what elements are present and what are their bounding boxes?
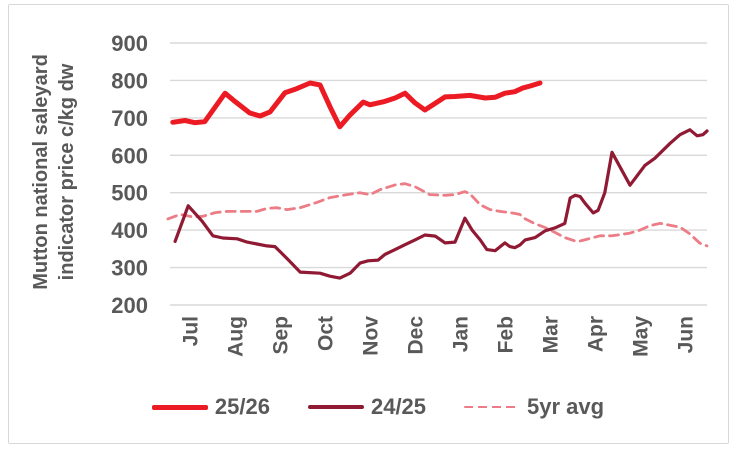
series-line-25-26[interactable]	[170, 80, 543, 130]
x-tick-label: Oct	[315, 316, 338, 351]
legend-item-25-26[interactable]: 25/26	[151, 394, 270, 420]
y-tick-label: 800	[111, 68, 148, 93]
legend-line-swatch-25-26	[151, 404, 208, 410]
legend-label-25-26: 25/26	[214, 394, 270, 419]
x-tick-label: Jan	[450, 316, 473, 352]
legend-item-24-25[interactable]: 24/25	[307, 394, 427, 420]
x-tick-label: Sep	[270, 316, 293, 355]
legend-line-swatch-24-25	[307, 405, 364, 409]
x-tick-label: May	[630, 316, 653, 357]
y-tick-label: 700	[111, 106, 148, 131]
y-tick-label: 500	[111, 181, 148, 206]
y-tick-label: 600	[111, 143, 148, 168]
series-line-5yr-avg[interactable]	[166, 182, 709, 248]
x-tick-label: Nov	[360, 316, 383, 356]
legend-line-swatch-5yr-avg	[464, 405, 521, 409]
y-axis-title-line1: Mutton national saleyard	[30, 54, 52, 290]
x-tick-label: Mar	[540, 316, 563, 353]
x-tick-label: Feb	[495, 316, 518, 353]
y-tick-label: 200	[111, 293, 148, 318]
y-tick-label: 300	[111, 256, 148, 281]
legend-label-5yr-avg: 5yr avg	[527, 394, 605, 419]
y-tick-label: 900	[111, 31, 148, 56]
legend-item-5yr-avg[interactable]: 5yr avg	[464, 394, 604, 420]
chart-frame	[8, 4, 729, 444]
x-tick-label: Jul	[180, 316, 203, 346]
y-axis-title-line2: indicator price c/kg dw	[56, 63, 78, 281]
legend-label-24-25: 24/25	[370, 394, 427, 419]
x-tick-label: Aug	[225, 316, 248, 357]
series-line-24-25[interactable]	[173, 128, 709, 280]
x-tick-label: Dec	[405, 316, 428, 355]
y-tick-label: 400	[111, 218, 148, 243]
x-tick-label: Apr	[585, 316, 608, 352]
chart-legend: 25/26 24/25 5yr avg	[0, 394, 756, 420]
x-tick-label: Jun	[675, 316, 698, 353]
